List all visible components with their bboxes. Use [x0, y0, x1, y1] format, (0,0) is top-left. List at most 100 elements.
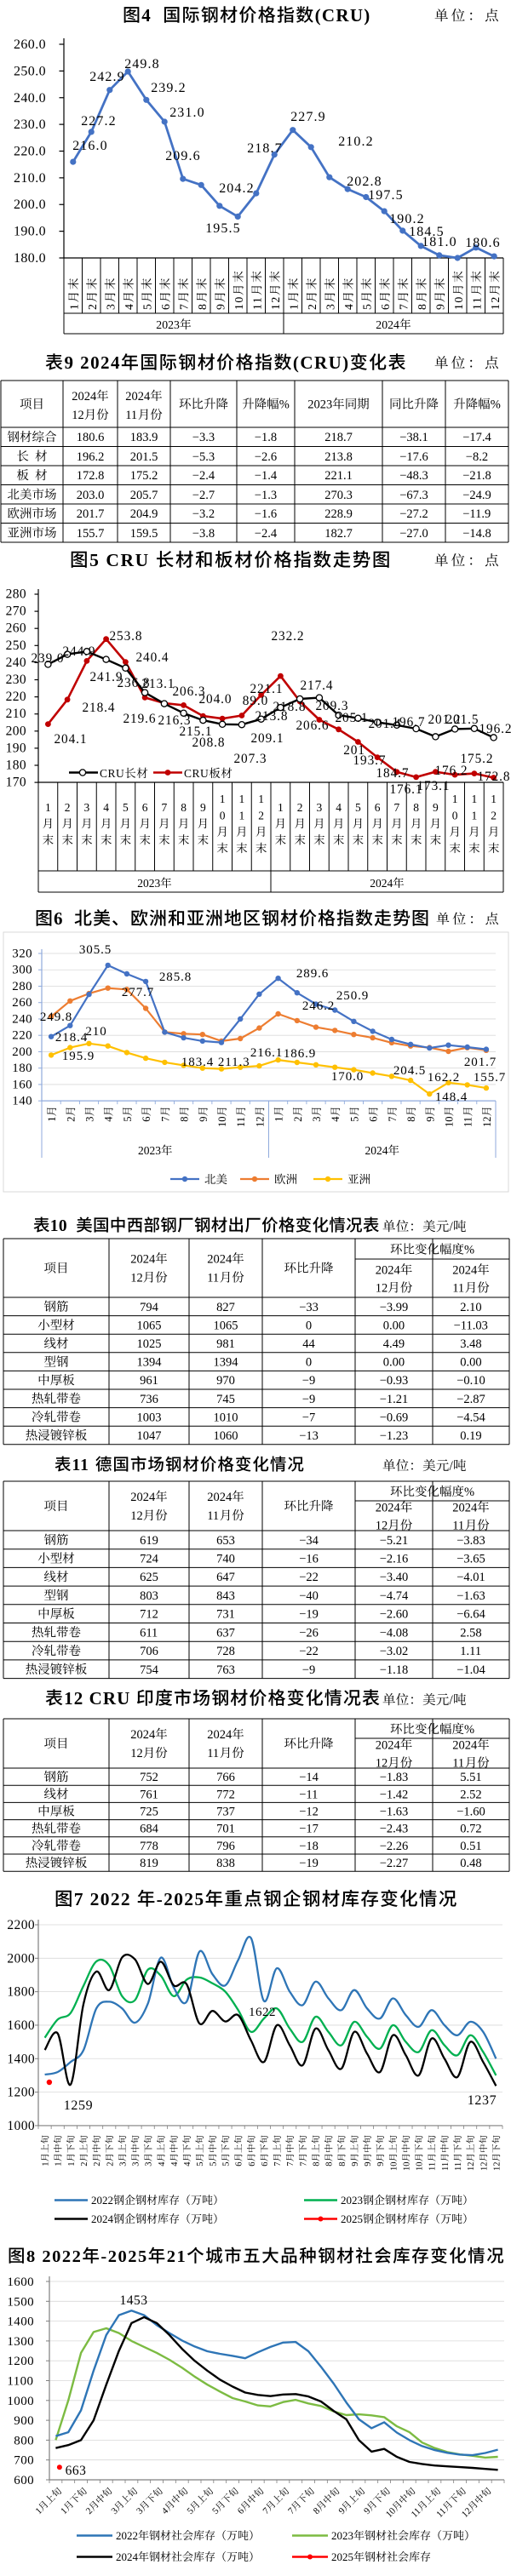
svg-text:3: 3	[317, 801, 323, 814]
svg-text:619: 619	[140, 1534, 158, 1548]
svg-text:0: 0	[452, 810, 458, 822]
svg-text:12: 12	[481, 1117, 493, 1128]
svg-text:217.4: 217.4	[301, 678, 334, 693]
svg-text:2024: 2024	[91, 2212, 114, 2225]
svg-text:1010: 1010	[214, 1411, 238, 1424]
svg-text:766: 766	[216, 1771, 235, 1784]
svg-text:2023: 2023	[341, 2194, 363, 2207]
svg-text:−24.9: −24.9	[462, 489, 491, 502]
svg-text:4: 4	[342, 303, 355, 310]
svg-text:175.2: 175.2	[461, 752, 494, 766]
svg-text:-2025: -2025	[100, 2247, 147, 2266]
svg-text:2.52: 2.52	[460, 1788, 481, 1801]
svg-text:1: 1	[220, 793, 226, 805]
svg-text:11: 11	[207, 1272, 219, 1285]
svg-text:819: 819	[140, 1857, 158, 1870]
svg-text:182.7: 182.7	[324, 527, 353, 541]
svg-text:218.7: 218.7	[324, 431, 353, 444]
svg-text:2024: 2024	[72, 390, 97, 404]
svg-text:−2.27: −2.27	[380, 1857, 409, 1870]
svg-text:201.5: 201.5	[130, 450, 158, 464]
svg-text:244.9: 244.9	[63, 644, 96, 659]
svg-text:653: 653	[216, 1534, 235, 1548]
svg-text:−2.16: −2.16	[380, 1553, 409, 1566]
svg-text:2200: 2200	[7, 1918, 35, 1932]
svg-text:2023: 2023	[307, 398, 332, 412]
svg-text:250.9: 250.9	[336, 989, 369, 1003]
svg-text:2024: 2024	[207, 1253, 233, 1267]
svg-text:2.58: 2.58	[460, 1626, 481, 1640]
svg-text:1065: 1065	[137, 1319, 162, 1332]
svg-text:2: 2	[65, 801, 71, 814]
svg-text:2024: 2024	[207, 1728, 233, 1742]
svg-text:736: 736	[140, 1393, 158, 1406]
svg-text:195.5: 195.5	[205, 221, 241, 236]
svg-text:320: 320	[12, 947, 32, 961]
svg-text:12: 12	[130, 1747, 143, 1760]
svg-text:1: 1	[258, 793, 264, 805]
svg-text:−16: −16	[299, 1553, 319, 1566]
svg-text:204.5: 204.5	[393, 1064, 426, 1078]
svg-text:9: 9	[364, 2162, 373, 2167]
svg-text:1800: 1800	[7, 1985, 35, 2000]
svg-text:7: 7	[286, 2162, 296, 2167]
svg-text:1: 1	[472, 810, 478, 822]
svg-text:10: 10	[216, 1117, 228, 1128]
svg-text:7: 7	[397, 303, 410, 310]
svg-text:209.1: 209.1	[251, 731, 284, 746]
svg-text:0.00: 0.00	[383, 1356, 405, 1370]
svg-text:12: 12	[376, 1520, 388, 1533]
svg-text:2024: 2024	[365, 1144, 388, 1157]
svg-text:9: 9	[424, 1117, 436, 1122]
svg-text:285.8: 285.8	[159, 970, 192, 984]
svg-text:−9: −9	[302, 1374, 315, 1388]
svg-text:803: 803	[140, 1589, 158, 1603]
svg-text:−1.4: −1.4	[255, 469, 278, 483]
svg-text:−27.2: −27.2	[399, 507, 428, 521]
svg-text:740: 740	[216, 1553, 235, 1566]
svg-text:12: 12	[130, 1272, 143, 1285]
svg-text:712: 712	[140, 1608, 158, 1622]
svg-text:6: 6	[142, 801, 148, 814]
svg-text:−2.60: −2.60	[380, 1608, 409, 1622]
svg-text:−3.83: −3.83	[456, 1534, 485, 1548]
svg-text:0: 0	[306, 1356, 312, 1370]
svg-text:8: 8	[325, 2162, 335, 2167]
svg-text:−1.42: −1.42	[380, 1788, 409, 1801]
svg-text:0.00: 0.00	[460, 1356, 481, 1370]
svg-text:249.8: 249.8	[40, 1010, 72, 1024]
svg-text:−19: −19	[299, 1857, 319, 1870]
svg-text:8: 8	[413, 801, 419, 814]
svg-text:181.0: 181.0	[422, 235, 457, 249]
svg-text:5: 5	[222, 2162, 232, 2167]
svg-text:1: 1	[67, 303, 80, 310]
svg-text:1453: 1453	[120, 2293, 148, 2308]
svg-text:6: 6	[368, 1117, 380, 1122]
svg-text:210: 210	[6, 707, 26, 721]
svg-text:%: %	[464, 1244, 474, 1257]
svg-text:12: 12	[376, 1757, 388, 1771]
svg-text:−11.9: −11.9	[462, 507, 491, 521]
svg-text:600: 600	[14, 2474, 34, 2487]
svg-text:−17.6: −17.6	[399, 450, 428, 464]
svg-text:2024: 2024	[376, 318, 399, 331]
svg-text:11: 11	[462, 1117, 474, 1127]
svg-text:%: %	[491, 398, 501, 412]
svg-text:4: 4	[170, 2161, 180, 2167]
svg-text:−14.8: −14.8	[462, 527, 491, 541]
svg-text:197.5: 197.5	[368, 188, 404, 203]
svg-text:175.2: 175.2	[130, 469, 158, 483]
svg-text:778: 778	[140, 1840, 158, 1853]
svg-text:220.0: 220.0	[14, 145, 46, 159]
svg-text:184.7: 184.7	[376, 766, 410, 781]
svg-text:2022: 2022	[116, 2529, 138, 2542]
svg-text:1060: 1060	[214, 1429, 238, 1443]
svg-text:204.9: 204.9	[130, 507, 158, 521]
svg-text:1259: 1259	[64, 2098, 93, 2113]
svg-text:843: 843	[216, 1589, 235, 1603]
svg-text:2022: 2022	[91, 2194, 113, 2207]
svg-text:11: 11	[470, 296, 483, 310]
svg-text:−2.6: −2.6	[255, 450, 277, 464]
svg-text:796: 796	[216, 1840, 235, 1853]
svg-text:9: 9	[433, 303, 446, 310]
